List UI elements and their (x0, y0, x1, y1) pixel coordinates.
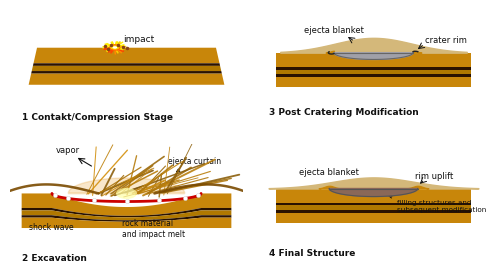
Polygon shape (22, 215, 232, 222)
Text: ejecta blanket: ejecta blanket (299, 168, 359, 177)
Polygon shape (33, 63, 220, 66)
Text: shock wave: shock wave (28, 224, 74, 233)
Bar (276, 75, 471, 77)
Polygon shape (334, 53, 413, 60)
Polygon shape (22, 218, 232, 228)
Text: ejecta blanket: ejecta blanket (304, 26, 364, 35)
Text: 3 Post Cratering Modification: 3 Post Cratering Modification (268, 108, 418, 117)
Bar (276, 210, 471, 213)
Text: rim uplift: rim uplift (416, 172, 454, 181)
Bar (276, 188, 471, 203)
Text: ejecta curtain: ejecta curtain (168, 157, 222, 172)
Text: 2 Excavation: 2 Excavation (22, 254, 86, 263)
Text: vapor: vapor (56, 146, 80, 155)
Circle shape (112, 46, 117, 49)
Bar (276, 206, 471, 210)
Text: filling structures and
subsequent modification: filling structures and subsequent modifi… (389, 195, 486, 213)
Polygon shape (22, 210, 232, 220)
Polygon shape (34, 48, 220, 63)
Polygon shape (22, 208, 232, 217)
Polygon shape (22, 194, 232, 216)
Polygon shape (32, 66, 222, 71)
Bar (276, 203, 471, 206)
Text: impact: impact (123, 35, 154, 44)
Text: 1 Contakt/Compression Stage: 1 Contakt/Compression Stage (22, 113, 172, 122)
Bar (276, 213, 471, 223)
Circle shape (110, 45, 120, 50)
Polygon shape (68, 178, 185, 194)
Text: crater rim: crater rim (425, 36, 467, 45)
Polygon shape (31, 71, 222, 74)
Bar (276, 77, 471, 87)
Polygon shape (28, 74, 224, 85)
Circle shape (116, 188, 137, 199)
Text: 4 Final Structure: 4 Final Structure (268, 249, 355, 258)
Bar (276, 70, 471, 75)
Polygon shape (329, 188, 418, 197)
Bar (276, 67, 471, 70)
Bar (276, 53, 471, 67)
Text: rock material
and impact melt: rock material and impact melt (122, 219, 185, 239)
